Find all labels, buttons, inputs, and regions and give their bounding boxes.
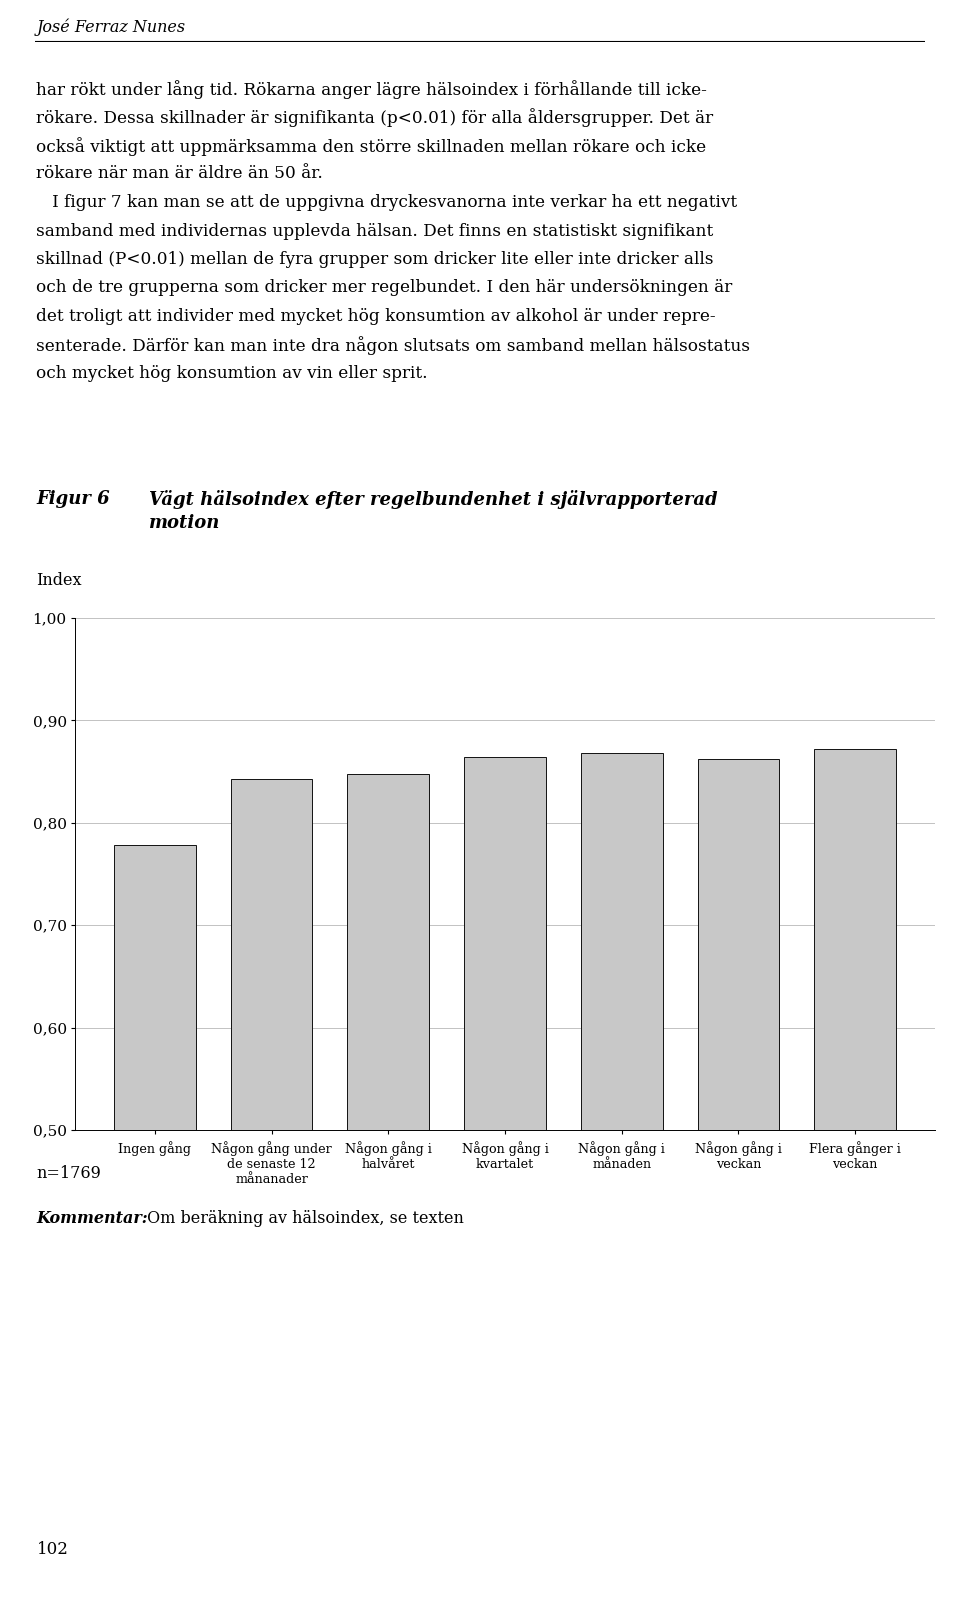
Text: 102: 102 xyxy=(36,1540,68,1558)
Text: och mycket hög konsumtion av vin eller sprit.: och mycket hög konsumtion av vin eller s… xyxy=(36,364,428,382)
Text: Om beräkning av hälsoindex, se texten: Om beräkning av hälsoindex, se texten xyxy=(142,1210,464,1227)
Text: och de tre grupperna som dricker mer regelbundet. I den här undersökningen är: och de tre grupperna som dricker mer reg… xyxy=(36,280,732,297)
Text: rökare när man är äldre än 50 år.: rökare när man är äldre än 50 år. xyxy=(36,166,324,182)
Bar xyxy=(581,753,662,1598)
Text: Index: Index xyxy=(36,572,82,590)
Bar xyxy=(464,757,546,1598)
Text: senterade. Därför kan man inte dra någon slutsats om samband mellan hälsostatus: senterade. Därför kan man inte dra någon… xyxy=(36,337,751,355)
Text: skillnad (P<0.01) mellan de fyra grupper som dricker lite eller inte dricker all: skillnad (P<0.01) mellan de fyra grupper… xyxy=(36,251,714,268)
Text: rökare. Dessa skillnader är signifikanta (p<0.01) för alla åldersgrupper. Det är: rökare. Dessa skillnader är signifikanta… xyxy=(36,109,713,128)
Text: det troligt att individer med mycket hög konsumtion av alkohol är under repre-: det troligt att individer med mycket hög… xyxy=(36,308,716,324)
Text: Vägt hälsoindex efter regelbundenhet i självrapporterad
motion: Vägt hälsoindex efter regelbundenhet i s… xyxy=(149,491,717,532)
Text: också viktigt att uppmärksamma den större skillnaden mellan rökare och icke: också viktigt att uppmärksamma den störr… xyxy=(36,137,707,157)
Text: samband med individernas upplevda hälsan. Det finns en statistiskt signifikant: samband med individernas upplevda hälsan… xyxy=(36,222,713,240)
Bar xyxy=(348,773,429,1598)
Text: n=1769: n=1769 xyxy=(36,1165,102,1183)
Text: Figur 6: Figur 6 xyxy=(36,491,110,508)
Bar xyxy=(814,749,896,1598)
Text: Kommentar:: Kommentar: xyxy=(36,1210,148,1227)
Text: har rökt under lång tid. Rökarna anger lägre hälsoindex i förhållande till icke-: har rökt under lång tid. Rökarna anger l… xyxy=(36,80,708,99)
Bar xyxy=(114,845,196,1598)
Bar xyxy=(698,759,780,1598)
Text: I figur 7 kan man se att de uppgivna dryckesvanorna inte verkar ha ett negativt: I figur 7 kan man se att de uppgivna dry… xyxy=(36,193,737,211)
Bar xyxy=(230,778,312,1598)
Text: José Ferraz Nunes: José Ferraz Nunes xyxy=(36,18,185,35)
